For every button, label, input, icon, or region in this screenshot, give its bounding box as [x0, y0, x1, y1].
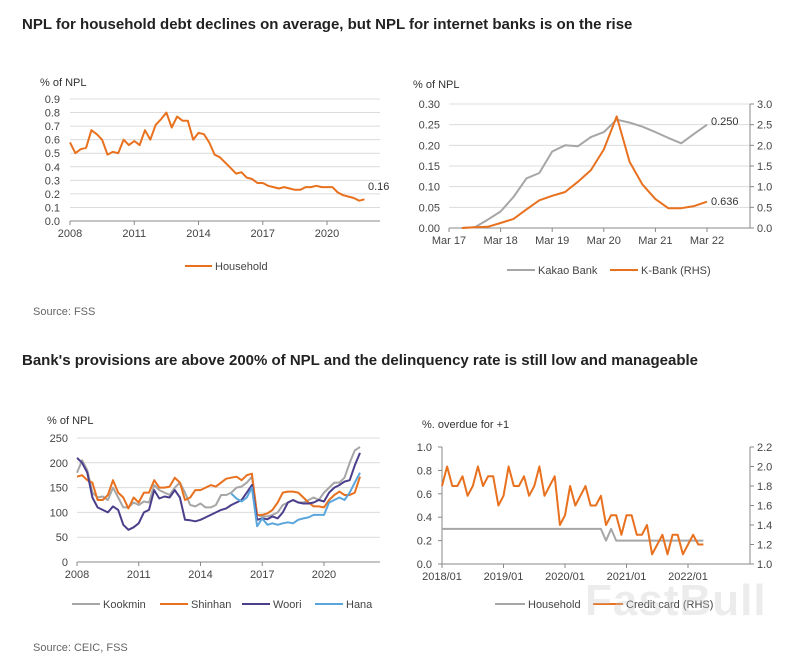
legend-label: K-Bank (RHS): [641, 265, 711, 277]
y-tick-label: 100: [50, 507, 68, 519]
y-tick-label: 0.10: [419, 182, 440, 194]
x-tick-label: 2022/01: [668, 571, 708, 583]
y-tick-label: 0.15: [419, 161, 440, 173]
series-line-k-bank-rhs-: [461, 115, 708, 229]
data-label: 0.636: [711, 196, 739, 208]
y-tick-label: 0.05: [419, 202, 440, 214]
legend-label: Kakao Bank: [538, 265, 598, 277]
y-tick-label: 0.2: [45, 189, 60, 201]
x-tick-label: Mar 22: [690, 235, 724, 247]
y-tick-label: 0.8: [45, 108, 60, 120]
x-tick-label: 2008: [58, 228, 82, 240]
y-tick-label: 200: [50, 458, 68, 470]
y-tick-label: 0.4: [417, 512, 432, 524]
section-2-source: Source: CEIC, FSS: [33, 642, 128, 654]
series-line-kakao-bank: [461, 118, 708, 229]
y-tick-label: 0.5: [45, 148, 60, 160]
y-tick-label: 0.8: [417, 465, 432, 477]
y2-tick-label: 1.4: [757, 520, 772, 532]
series-line-credit-card-rhs-: [441, 465, 704, 556]
y2-tick-label: 0.5: [757, 202, 772, 214]
y-tick-label: 0: [62, 557, 68, 569]
data-label: 0.250: [711, 116, 739, 128]
y2-tick-label: 1.0: [757, 182, 772, 194]
legend-label: Household: [528, 599, 581, 611]
y2-tick-label: 2.2: [757, 442, 772, 454]
legend-label: Credit card (RHS): [626, 599, 713, 611]
x-tick-label: Mar 18: [483, 235, 517, 247]
data-label: 0.16: [368, 181, 389, 193]
y2-tick-label: 3.0: [757, 99, 772, 111]
x-tick-label: 2020/01: [545, 571, 585, 583]
y2-tick-label: 2.0: [757, 462, 772, 474]
y-tick-label: 0.7: [45, 121, 60, 133]
x-tick-label: 2011: [127, 569, 151, 581]
x-tick-label: 2014: [186, 228, 210, 240]
y-tick-label: 1.0: [417, 442, 432, 454]
y2-tick-label: 1.2: [757, 540, 772, 552]
y-axis-label: %. overdue for +1: [422, 419, 509, 431]
series-line-hana: [230, 472, 361, 528]
y2-tick-label: 1.6: [757, 501, 772, 513]
series-line-woori: [76, 452, 361, 531]
y2-tick-label: 2.5: [757, 120, 772, 132]
legend-label: Woori: [273, 599, 302, 611]
y-tick-label: 0.2: [417, 536, 432, 548]
y2-tick-label: 0.0: [757, 223, 772, 235]
x-tick-label: 2018/01: [422, 571, 462, 583]
x-tick-label: 2017: [250, 569, 274, 581]
y-tick-label: 250: [50, 433, 68, 445]
x-tick-label: 2014: [188, 569, 212, 581]
y-axis-label: % of NPL: [40, 77, 86, 89]
y-tick-label: 50: [56, 532, 68, 544]
y2-tick-label: 1.8: [757, 481, 772, 493]
x-tick-label: 2017: [251, 228, 275, 240]
y2-tick-label: 1.5: [757, 161, 772, 173]
x-tick-label: 2008: [65, 569, 89, 581]
x-tick-label: 2020: [315, 228, 339, 240]
x-tick-label: Mar 19: [535, 235, 569, 247]
y-tick-label: 0.3: [45, 175, 60, 187]
y-tick-label: 150: [50, 483, 68, 495]
x-tick-label: Mar 17: [432, 235, 466, 247]
y2-tick-label: 2.0: [757, 140, 772, 152]
legend-label: Household: [215, 261, 268, 273]
x-tick-label: Mar 20: [587, 235, 621, 247]
y-axis-label: % of NPL: [413, 79, 459, 91]
series-line-household: [69, 111, 365, 202]
y-tick-label: 0.4: [45, 162, 60, 174]
series-line-kookmin: [76, 446, 361, 518]
x-tick-label: 2011: [122, 228, 146, 240]
section-1-source: Source: FSS: [33, 306, 96, 318]
y-tick-label: 0.1: [45, 202, 60, 214]
y-tick-label: 0.6: [45, 135, 60, 147]
legend-label: Kookmin: [103, 599, 146, 611]
legend-label: Shinhan: [191, 599, 231, 611]
series-line-shinhan: [76, 472, 361, 516]
y-tick-label: 0.0: [45, 216, 60, 228]
y-tick-label: 0.9: [45, 94, 60, 106]
x-tick-label: 2021/01: [607, 571, 647, 583]
y-tick-label: 0.20: [419, 140, 440, 152]
y-tick-label: 0.25: [419, 120, 440, 132]
y-tick-label: 0.0: [417, 559, 432, 571]
x-tick-label: Mar 21: [638, 235, 672, 247]
y-axis-label: % of NPL: [47, 415, 93, 427]
legend-label: Hana: [346, 599, 373, 611]
y-tick-label: 0.30: [419, 99, 440, 111]
x-tick-label: 2020: [312, 569, 336, 581]
y2-tick-label: 1.0: [757, 559, 772, 571]
x-tick-label: 2019/01: [484, 571, 524, 583]
y-tick-label: 0.00: [419, 223, 440, 235]
y-tick-label: 0.6: [417, 489, 432, 501]
section-2-title: Bank's provisions are above 200% of NPL …: [22, 352, 698, 369]
section-1-title: NPL for household debt declines on avera…: [22, 16, 633, 33]
